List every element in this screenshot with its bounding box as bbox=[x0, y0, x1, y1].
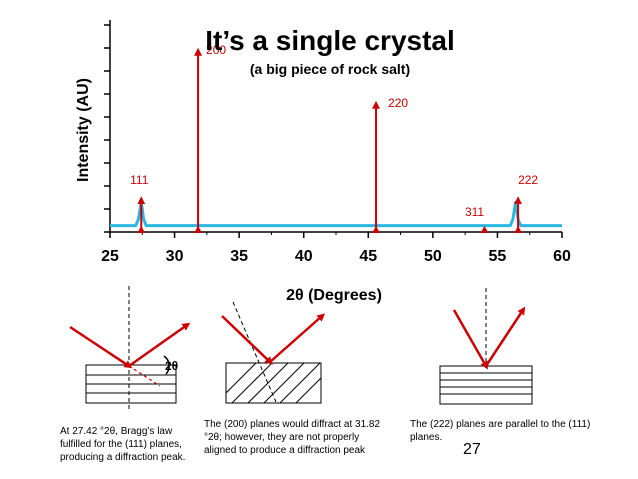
peak-label: 200 bbox=[206, 43, 226, 57]
angle-arc bbox=[163, 355, 170, 375]
diagram-222-planes bbox=[439, 288, 533, 405]
caption-line: °2θ; however, they are not properly bbox=[204, 432, 360, 443]
caption-111: At 27.42 °2θ, Bragg’s law fulfilled for … bbox=[60, 425, 200, 464]
x-tick-label: 35 bbox=[230, 248, 248, 265]
caption-line: The (200) planes would diffract at 31.82 bbox=[204, 419, 381, 430]
y-axis-ticks bbox=[104, 24, 110, 233]
surface-normal bbox=[232, 301, 277, 403]
y-axis-label: Intensity (AU) bbox=[75, 78, 92, 182]
x-tick-label: 60 bbox=[553, 248, 571, 265]
caption-line: aligned to produce a diffraction peak bbox=[204, 445, 366, 456]
diagram-200-planes bbox=[221, 301, 325, 404]
x-tick-label: 25 bbox=[101, 248, 119, 265]
x-axis-tick-labels: 25 30 35 40 45 50 55 60 bbox=[101, 248, 571, 265]
crystal-plane bbox=[247, 363, 289, 403]
intensity-series-line bbox=[110, 200, 562, 228]
caption-line: planes. bbox=[410, 432, 443, 443]
crystal-plane bbox=[295, 377, 321, 403]
crystal-planes-block bbox=[225, 362, 322, 404]
crystal-plane bbox=[263, 363, 305, 403]
crystal-plane bbox=[279, 363, 321, 403]
peak-label: 222 bbox=[518, 173, 538, 187]
peak-base-marker bbox=[514, 226, 523, 233]
caption-line: fulfilled for the (111) planes, bbox=[60, 439, 182, 450]
angle-label: 2θ bbox=[165, 359, 178, 373]
x-axis-ticks bbox=[109, 232, 563, 238]
xrd-chart: 25 30 35 40 45 50 55 60 111 200 220 311 222 It’s a … bbox=[75, 20, 571, 304]
diffracted-ray bbox=[269, 313, 325, 363]
caption-222: The (222) planes are parallel to the (11… bbox=[410, 418, 620, 444]
x-tick-label: 50 bbox=[424, 248, 442, 265]
peak-base-marker bbox=[194, 226, 203, 233]
incident-ray bbox=[452, 309, 488, 370]
x-tick-label: 40 bbox=[295, 248, 313, 265]
incident-ray bbox=[221, 315, 273, 365]
tilted-crystal-planes bbox=[226, 363, 321, 403]
caption-200: The (200) planes would diffract at 31.82… bbox=[204, 418, 404, 457]
slide-subtitle: (a big piece of rock salt) bbox=[250, 61, 410, 77]
caption-line: At 27.42 °2θ, Bragg’s law bbox=[60, 426, 173, 437]
peak-label: 111 bbox=[130, 173, 149, 187]
caption-line: The (222) planes are parallel to the (11… bbox=[410, 419, 591, 430]
peak-base-marker bbox=[372, 226, 381, 233]
transmitted-ray-extension bbox=[128, 365, 161, 387]
incident-ray bbox=[69, 325, 133, 369]
diffracted-ray bbox=[128, 322, 191, 368]
x-tick-label: 55 bbox=[489, 248, 507, 265]
diffracted-ray bbox=[484, 306, 526, 367]
peak-base-marker bbox=[480, 226, 489, 233]
crystal-plane bbox=[231, 363, 273, 403]
page-number: 27 bbox=[463, 441, 481, 458]
crystal-plane bbox=[226, 363, 257, 394]
peak-label: 220 bbox=[388, 96, 408, 110]
diagram-111-planes: 2θ bbox=[69, 286, 191, 412]
peak-base-marker bbox=[137, 226, 146, 233]
peak-markers: 111 200 220 311 222 bbox=[130, 43, 538, 233]
x-tick-label: 30 bbox=[166, 248, 184, 265]
crystal-planes-block bbox=[439, 365, 533, 405]
peak-label: 311 bbox=[465, 205, 484, 219]
x-tick-label: 45 bbox=[359, 248, 377, 265]
slide-title: It’s a single crystal bbox=[205, 25, 455, 56]
caption-line: producing a diffraction peak. bbox=[60, 452, 186, 463]
x-axis-label: 2θ (Degrees) bbox=[286, 287, 382, 304]
